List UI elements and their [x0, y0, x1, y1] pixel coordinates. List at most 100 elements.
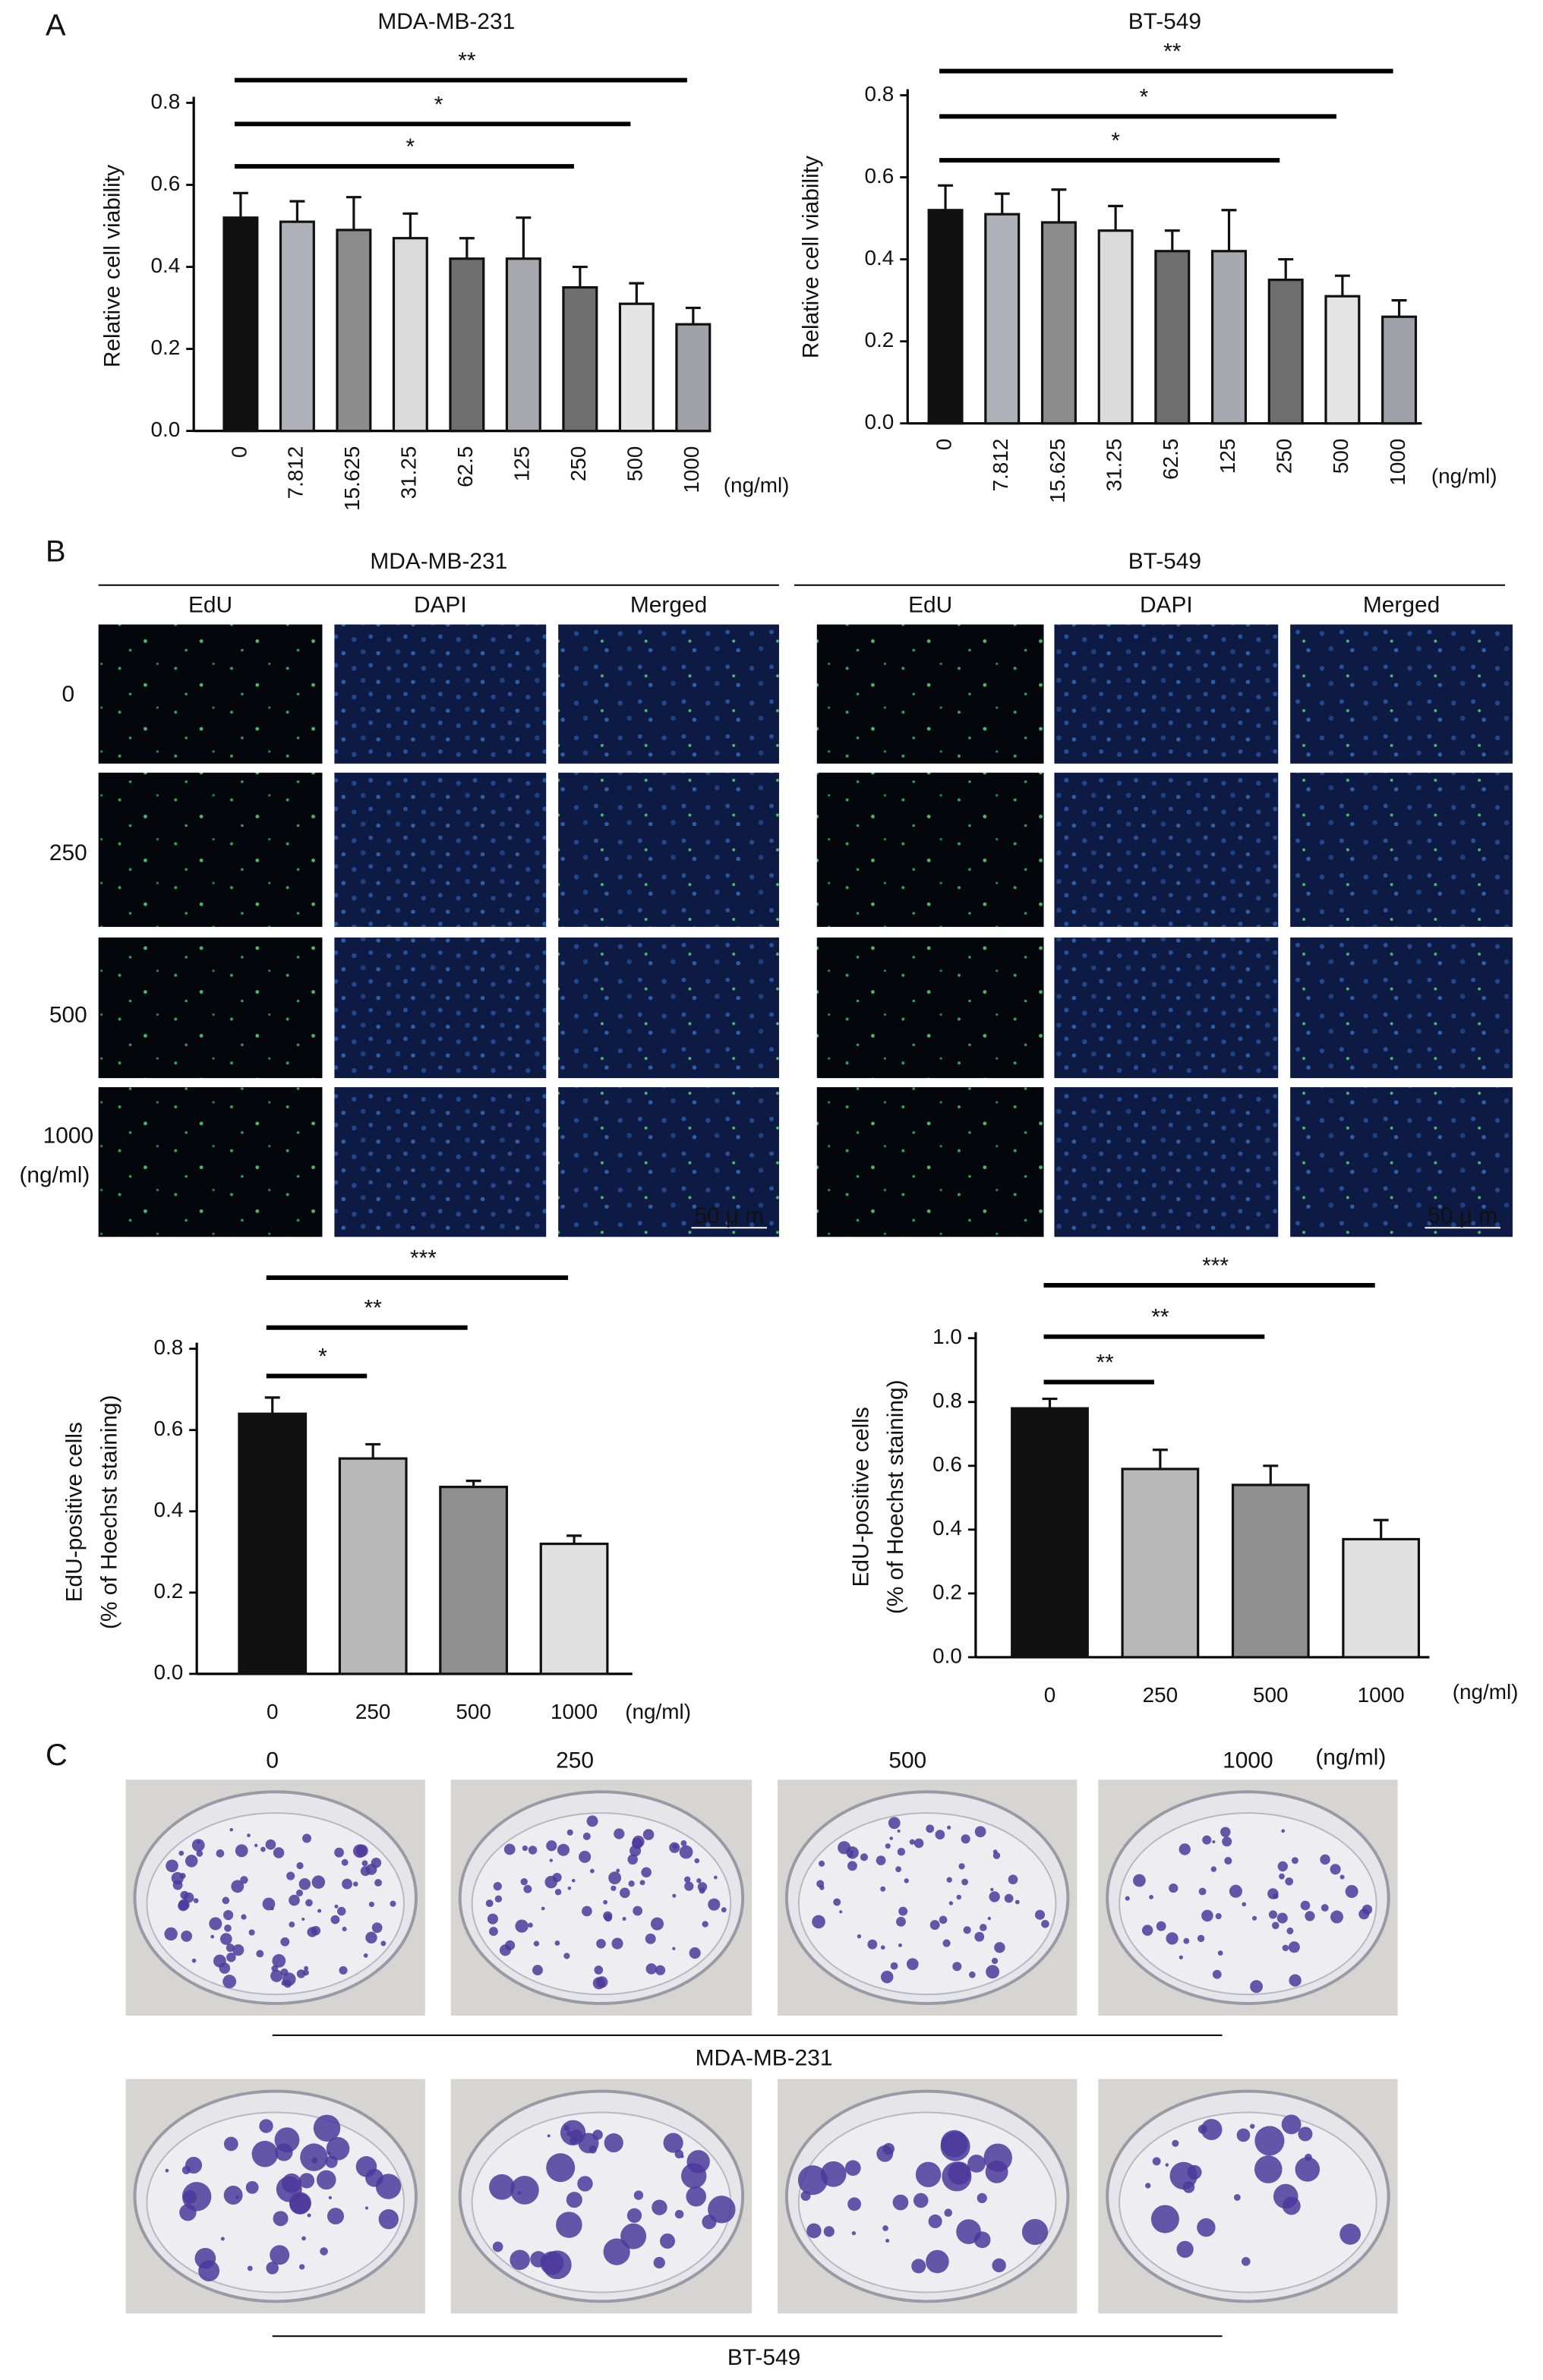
- colony: [220, 2237, 225, 2241]
- row-label: 250: [49, 840, 87, 865]
- dose-label: 0: [266, 1748, 279, 1773]
- x-tick-label: 500: [1329, 439, 1352, 474]
- colony: [334, 1847, 344, 1858]
- micrograph: [1054, 772, 1279, 927]
- bar: [1342, 1537, 1421, 1659]
- colony: [191, 1958, 197, 1963]
- micrograph: [1290, 772, 1513, 927]
- colony: [696, 1878, 702, 1884]
- colony: [1236, 2128, 1251, 2142]
- colony: [898, 1943, 902, 1947]
- colony: [882, 2142, 895, 2155]
- scale-bar-label: 50 μ m: [694, 1203, 764, 1228]
- colony: [522, 1845, 529, 1852]
- micrograph: [334, 624, 547, 764]
- colony: [1034, 1909, 1046, 1920]
- x-unit-label: (ng/ml): [724, 474, 790, 497]
- colony: [260, 1846, 266, 1852]
- colony: [1152, 2157, 1161, 2166]
- bar: [1121, 1467, 1200, 1659]
- colony: [633, 1906, 643, 1916]
- colony: [179, 1873, 186, 1879]
- colony: [1217, 1950, 1223, 1956]
- colony: [630, 1845, 642, 1857]
- colony: [819, 1860, 825, 1867]
- colony: [489, 2174, 515, 2200]
- micrograph: [558, 1087, 779, 1237]
- colony: [800, 2190, 811, 2201]
- bar: [618, 302, 655, 433]
- colony: [913, 2192, 929, 2208]
- colony: [1041, 1919, 1049, 1928]
- colony: [1212, 1840, 1216, 1844]
- colony: [940, 2129, 968, 2158]
- colony: [1305, 1911, 1315, 1921]
- micrograph: [98, 937, 323, 1079]
- column-label: Merged: [1363, 593, 1440, 618]
- colony: [579, 1850, 592, 1863]
- dish-base: [146, 1812, 405, 1996]
- colony: [797, 2165, 828, 2196]
- colony: [259, 2119, 273, 2133]
- colony: [1179, 1843, 1191, 1855]
- colony: [1008, 1874, 1018, 1885]
- colony: [266, 2262, 279, 2274]
- colony: [1281, 1829, 1286, 1833]
- colony: [652, 2199, 667, 2215]
- colony: [885, 2239, 890, 2243]
- colony: [546, 2153, 576, 2183]
- colony: [494, 1895, 503, 1902]
- colony: [1330, 1864, 1341, 1875]
- x-tick-label: 62.5: [453, 446, 477, 487]
- colony: [262, 1897, 276, 1911]
- colony: [165, 2168, 169, 2173]
- bar: [338, 1457, 408, 1675]
- colony: [632, 1835, 645, 1848]
- colony: [850, 1850, 854, 1854]
- colony: [611, 1937, 623, 1950]
- colony: [520, 1877, 528, 1886]
- bar: [1324, 295, 1361, 425]
- colony: [958, 1863, 965, 1870]
- colony: [380, 1940, 387, 1947]
- colony: [589, 1868, 595, 1874]
- colony: [895, 1866, 901, 1873]
- y-tick-label: 0.2: [932, 1580, 962, 1603]
- micrograph: [1290, 624, 1513, 764]
- colony: [833, 1898, 841, 1906]
- colony: [209, 1917, 222, 1931]
- y-axis-label: EdU-positive cells: [848, 1407, 873, 1587]
- x-tick-label: 500: [456, 1700, 491, 1723]
- colony: [270, 1907, 274, 1911]
- colony: [542, 2250, 572, 2280]
- colony: [983, 2143, 1012, 2172]
- colony: [586, 1815, 598, 1827]
- colony: [515, 1919, 529, 1933]
- colony: [1320, 1854, 1330, 1865]
- colony: [867, 1939, 878, 1950]
- colony: [336, 1906, 346, 1916]
- colony: [1133, 1874, 1146, 1887]
- colony: [298, 2173, 315, 2189]
- dose-label: 500: [888, 1748, 926, 1773]
- x-tick-label: 500: [623, 446, 647, 482]
- dish-base: [471, 1812, 732, 1996]
- colony: [582, 1832, 591, 1840]
- colony: [909, 1839, 915, 1845]
- chart-title: BT-549: [1128, 9, 1201, 34]
- colony: [191, 1839, 205, 1852]
- colony: [178, 1900, 189, 1912]
- colony: [226, 1943, 235, 1953]
- panel-label: C: [46, 1739, 68, 1772]
- colony: [702, 1921, 708, 1928]
- micrograph: [1054, 1087, 1279, 1237]
- colony: [295, 2194, 302, 2201]
- colony: [663, 2133, 683, 2153]
- colony: [880, 1886, 886, 1892]
- significance-label: ***: [1202, 1253, 1229, 1278]
- colony: [686, 2186, 707, 2207]
- y-tick-label: 0.4: [932, 1516, 962, 1540]
- colony: [680, 1840, 687, 1846]
- colony: [928, 2214, 942, 2229]
